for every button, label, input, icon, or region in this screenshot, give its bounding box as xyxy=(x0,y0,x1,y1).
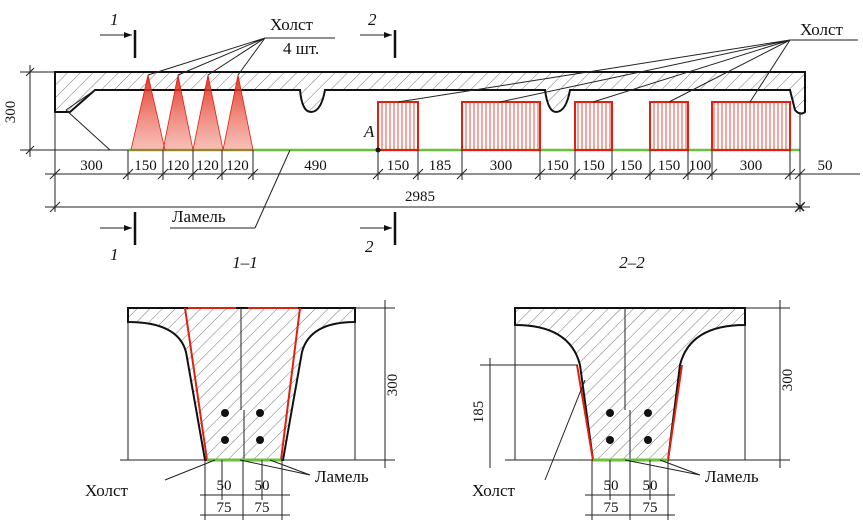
dim: 50 xyxy=(217,478,232,494)
dim-tick xyxy=(50,150,60,180)
dim: 300 xyxy=(385,374,401,397)
dim-tick xyxy=(535,150,545,180)
dim-tick xyxy=(248,150,258,180)
dim-label: 300 xyxy=(740,158,763,174)
dim-label: 150 xyxy=(620,158,643,174)
dim-label: 120 xyxy=(226,158,249,174)
label: Холст xyxy=(800,20,844,39)
label: 4 шт. xyxy=(283,39,319,58)
dim-tick xyxy=(645,150,655,180)
height-dim: 300 xyxy=(3,101,19,124)
dim-label: 150 xyxy=(387,158,410,174)
section-mark: 1 xyxy=(110,10,119,29)
dim: 75 xyxy=(643,500,658,516)
dim: 50 xyxy=(643,478,658,494)
total-dim: 2985 xyxy=(405,189,435,205)
dim-tick xyxy=(607,150,617,180)
dim: 50 xyxy=(604,478,619,494)
dim: 75 xyxy=(255,500,270,516)
label: Холст xyxy=(472,481,516,500)
section-mark: 2 xyxy=(365,237,374,256)
dim-tick xyxy=(795,150,805,180)
dim-tick xyxy=(785,150,795,180)
dim-tick xyxy=(413,150,423,180)
dim: 75 xyxy=(217,500,232,516)
label: Ламель xyxy=(172,207,226,226)
label: A xyxy=(363,122,375,141)
dim-label: 185 xyxy=(429,158,452,174)
label: Холст xyxy=(85,481,129,500)
dim-label: 150 xyxy=(134,158,157,174)
dim: 185 xyxy=(471,401,487,424)
dim-tick xyxy=(373,150,383,180)
fabric-strips xyxy=(378,102,790,150)
dim-label: 50 xyxy=(818,158,833,174)
dim-label: 150 xyxy=(546,158,569,174)
section-title: 1–1 xyxy=(232,253,258,272)
section-mark: 1 xyxy=(110,245,119,264)
dim-label: 300 xyxy=(80,158,103,174)
section-title: 2–2 xyxy=(619,253,645,272)
dim-tick xyxy=(570,150,580,180)
label: Холст xyxy=(270,15,314,34)
dim: 50 xyxy=(255,478,270,494)
section-2 xyxy=(480,300,790,520)
dim-label: 120 xyxy=(167,158,190,174)
label: Ламель xyxy=(315,467,369,486)
dim-label: 150 xyxy=(658,158,681,174)
dim-label: 490 xyxy=(304,158,327,174)
dim: 75 xyxy=(604,500,619,516)
section-mark: 2 xyxy=(368,10,377,29)
dim-label: 300 xyxy=(490,158,513,174)
dim-tick xyxy=(457,150,467,180)
dim-tick xyxy=(123,150,133,180)
dim: 300 xyxy=(780,369,796,392)
drawing: 3001501201201204901501853001501501501501… xyxy=(0,0,863,525)
dim-label: 150 xyxy=(582,158,605,174)
dim-label: 100 xyxy=(689,158,712,174)
dim-label: 120 xyxy=(196,158,219,174)
label: Ламель xyxy=(705,467,759,486)
